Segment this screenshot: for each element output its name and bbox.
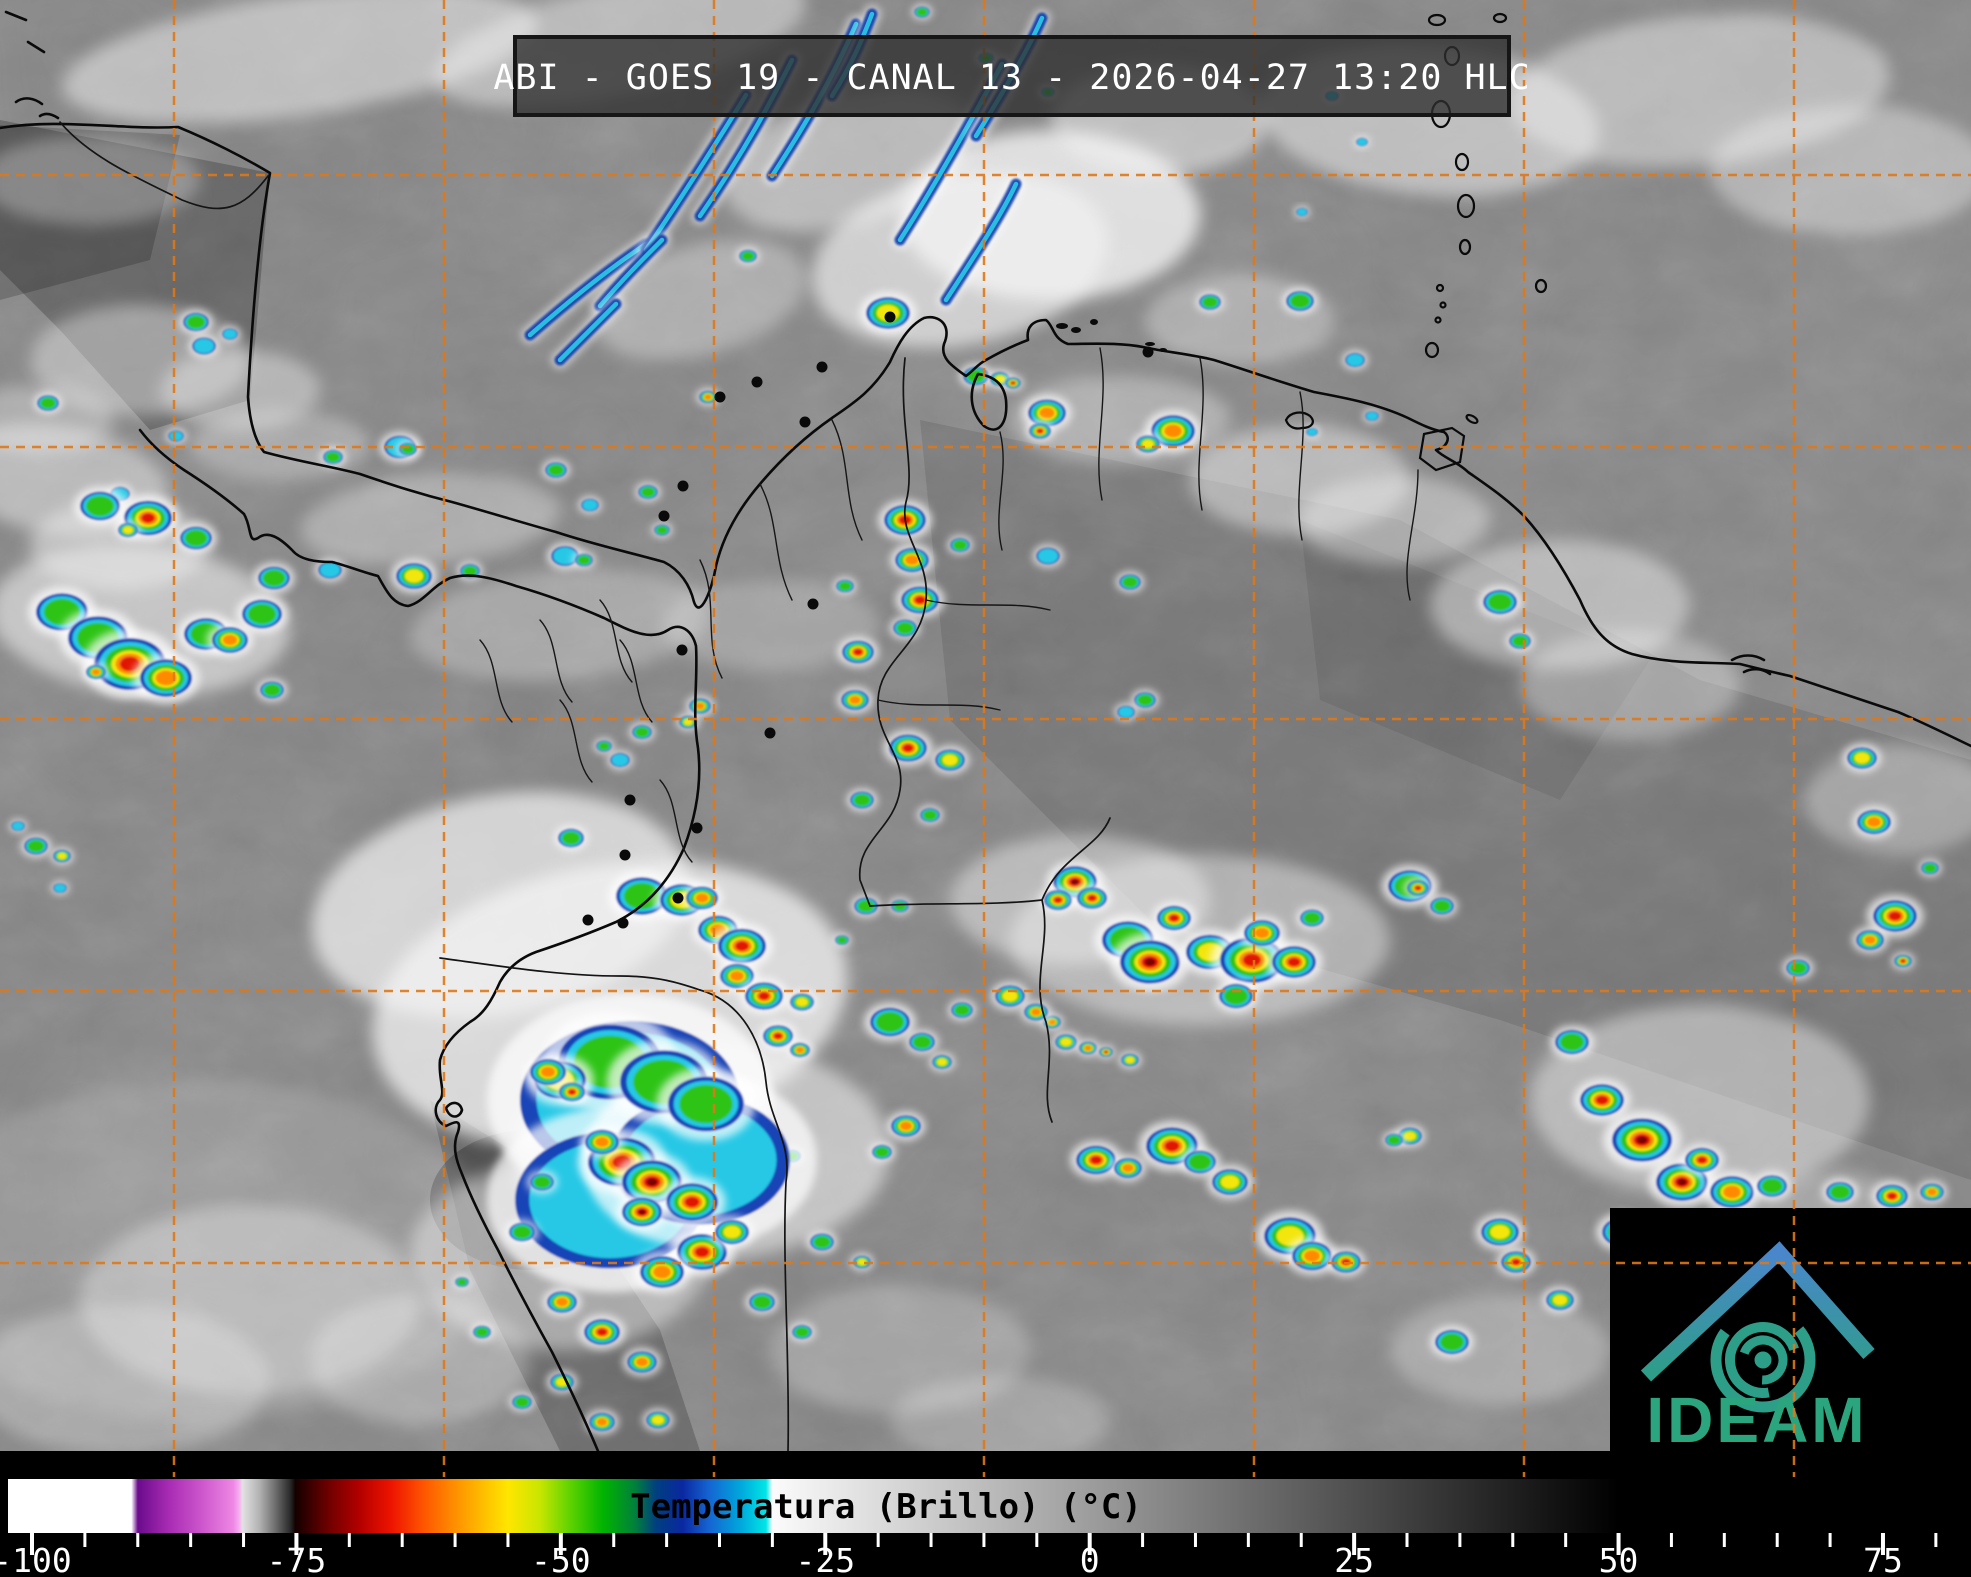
colorbar-tick-label: 75 (1863, 1541, 1903, 1577)
logo-background (1610, 1208, 1971, 1451)
coastline-caribbean-central-america (0, 122, 1971, 748)
colorbar-title: Temperatura (Brillo) (°C) (630, 1487, 1142, 1527)
colorbar-ticks (30, 1533, 1938, 1555)
political-borders (59, 121, 1419, 1451)
graticule (0, 0, 1971, 1477)
margarita (1284, 411, 1314, 430)
coastline-pacific (138, 428, 701, 1451)
map-layers (0, 0, 1971, 1451)
ideam-logo-box: IDEAM (1610, 1208, 1971, 1456)
ideam-logo-text: IDEAM (1646, 1384, 1867, 1456)
colorbar-tick-label: 50 (1599, 1541, 1639, 1577)
colorbar-tick-label: -25 (795, 1541, 855, 1577)
orinoco-delta (1730, 654, 1772, 676)
image-title: ABI - GOES 19 - CANAL 13 - 2026-04-27 13… (493, 58, 1530, 98)
ideam-mountain-icon (1640, 1241, 1875, 1382)
colorbar-tick-label: -100 (0, 1541, 72, 1577)
title-bar-box (513, 35, 1511, 117)
colorbar-tick-label: 0 (1080, 1541, 1100, 1577)
colorbar-tick-label: 25 (1334, 1541, 1374, 1577)
guayaquil-island (444, 1101, 464, 1118)
colorbar-tick-label: -50 (531, 1541, 591, 1577)
lake-maracaibo (970, 372, 1008, 431)
cays-northwest (4, 10, 60, 120)
colorbar-tick-label: -75 (267, 1541, 327, 1577)
city-markers (582, 311, 1154, 929)
colorbar-tick-labels: -100 -75 -50 -25 0 25 50 75 (0, 1541, 1903, 1577)
convective-storm-cells (8, 4, 1948, 1435)
tobago (1465, 413, 1479, 425)
colorbar-gradient-bar (8, 1479, 1963, 1533)
trinidad (1418, 426, 1466, 472)
title-bar: ABI - GOES 19 - CANAL 13 - 2026-04-27 13… (493, 35, 1530, 117)
temperature-colorbar: -100 -75 -50 -25 0 25 50 75 Temperatura (Brillo… (0, 1479, 1963, 1577)
abc-islands (1056, 319, 1167, 352)
